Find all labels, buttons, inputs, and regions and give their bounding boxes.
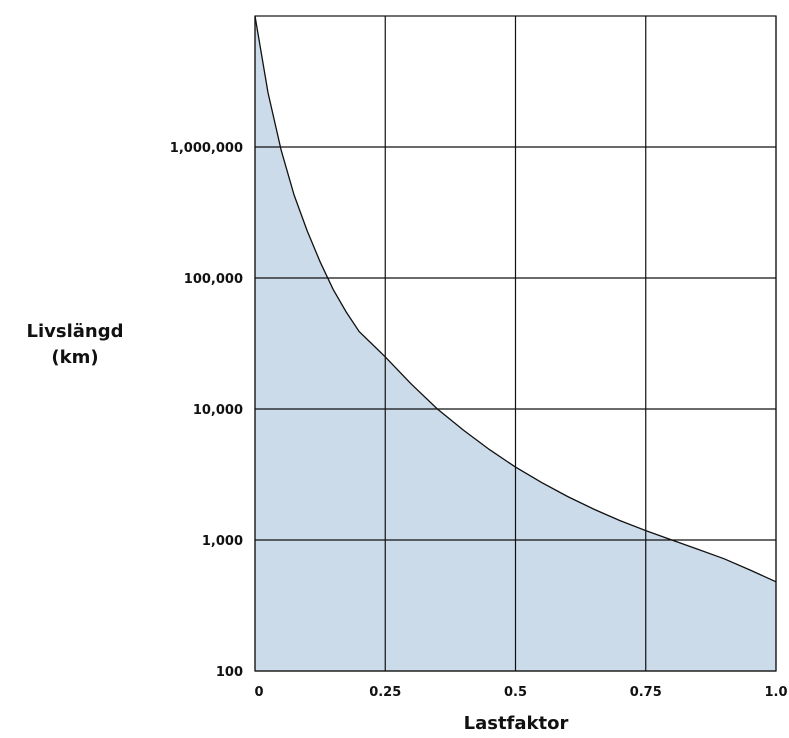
y-tick-label: 10,000 — [193, 403, 243, 418]
x-tick-label: 0 — [254, 685, 263, 700]
y-tick-label: 100 — [216, 665, 243, 680]
x-axis-title: Lastfaktor — [464, 713, 569, 734]
y-tick-label: 1,000,000 — [170, 141, 243, 156]
x-tick-label: 0.75 — [630, 685, 662, 700]
plot-frame — [254, 15, 777, 672]
y-tick-label: 100,000 — [184, 272, 243, 287]
series-line — [254, 15, 777, 583]
plot-area — [254, 15, 777, 672]
x-tick-label: 0.25 — [369, 685, 401, 700]
y-axis-title-line-1: Livslängd — [27, 321, 124, 342]
x-tick-label: 1.0 — [764, 685, 787, 700]
y-axis-title-line-2: (km) — [51, 347, 98, 368]
y-tick-label: 1,000 — [202, 534, 243, 549]
y-tick-labels: 100 1,000 10,000 100,000 1,000,000 — [170, 141, 243, 680]
x-tick-labels: 0 0.25 0.5 0.75 1.0 — [254, 685, 787, 700]
x-tick-label: 0.5 — [504, 685, 527, 700]
